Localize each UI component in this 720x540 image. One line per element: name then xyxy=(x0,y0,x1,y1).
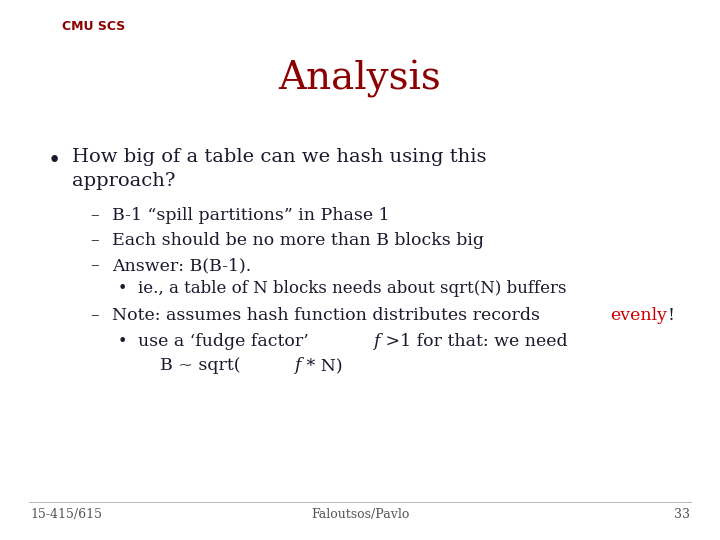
Text: use a ‘fudge factor’: use a ‘fudge factor’ xyxy=(138,333,314,350)
Text: Answer: B(B-1).: Answer: B(B-1). xyxy=(112,257,251,274)
Text: CMU SCS: CMU SCS xyxy=(62,20,125,33)
Text: Analysis: Analysis xyxy=(279,60,441,98)
Text: 33: 33 xyxy=(674,508,690,521)
Text: B ~ sqrt(: B ~ sqrt( xyxy=(160,357,240,374)
Text: –: – xyxy=(90,257,99,274)
Text: Faloutsos/Pavlo: Faloutsos/Pavlo xyxy=(311,508,409,521)
Text: * N): * N) xyxy=(301,357,343,374)
Text: 15-415/615: 15-415/615 xyxy=(30,508,102,521)
Text: !: ! xyxy=(667,307,675,324)
Text: ie., a table of N blocks needs about sqrt(N) buffers: ie., a table of N blocks needs about sqr… xyxy=(138,280,567,297)
Text: B-1 “spill partitions” in Phase 1: B-1 “spill partitions” in Phase 1 xyxy=(112,207,390,224)
Text: •: • xyxy=(118,280,127,297)
Text: –: – xyxy=(90,307,99,324)
Text: evenly: evenly xyxy=(611,307,667,324)
Text: f: f xyxy=(373,333,379,350)
Text: •: • xyxy=(118,333,127,350)
Text: –: – xyxy=(90,207,99,224)
Text: Note: assumes hash function distributes records: Note: assumes hash function distributes … xyxy=(112,307,546,324)
Text: How big of a table can we hash using this
approach?: How big of a table can we hash using thi… xyxy=(72,148,487,190)
Text: Each should be no more than B blocks big: Each should be no more than B blocks big xyxy=(112,232,484,249)
Text: f: f xyxy=(294,357,301,374)
Text: •: • xyxy=(48,150,61,172)
Text: –: – xyxy=(90,232,99,249)
Text: >1 for that: we need: >1 for that: we need xyxy=(379,333,567,350)
